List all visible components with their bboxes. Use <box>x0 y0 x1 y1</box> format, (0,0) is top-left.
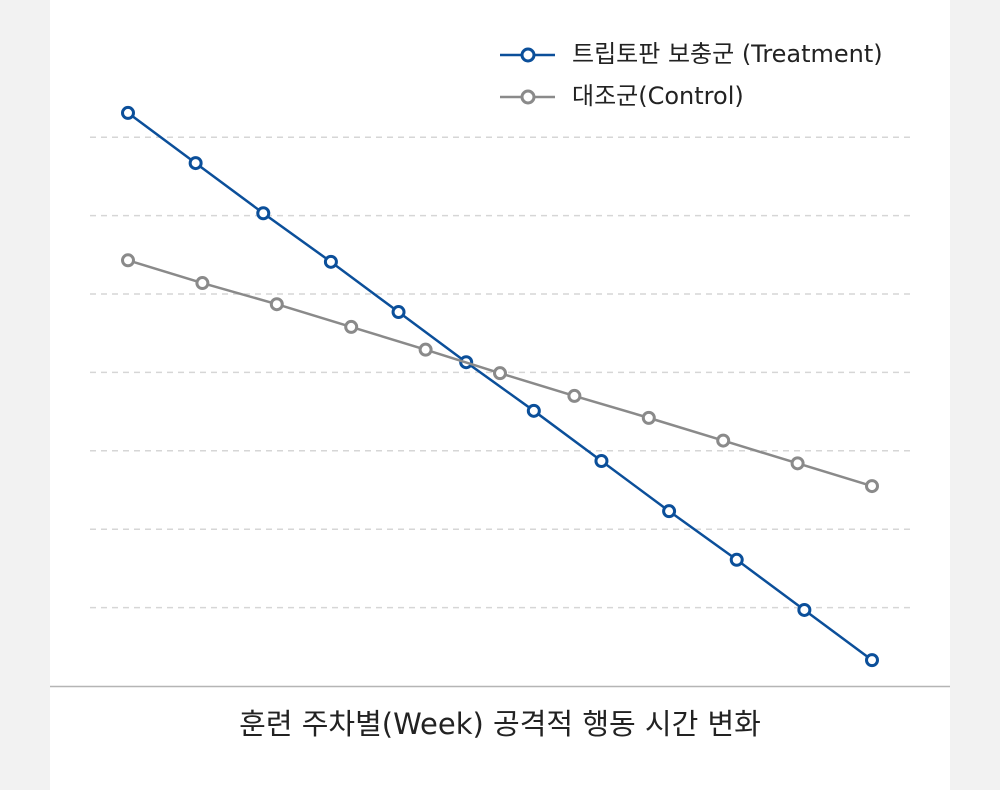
point <box>526 403 541 418</box>
chart-title: 훈련 주차별(Week) 공격적 행동 시간 변화 <box>239 707 761 741</box>
series-line <box>127 111 873 662</box>
legend-label: 트립토판 보충군 (Treatment) <box>572 40 883 68</box>
point <box>865 653 879 668</box>
point <box>641 410 656 425</box>
point <box>256 206 271 221</box>
point <box>865 479 879 494</box>
legend-marker <box>520 47 536 63</box>
point <box>188 156 203 171</box>
point <box>493 366 507 381</box>
point <box>418 342 433 357</box>
point <box>121 253 135 268</box>
point <box>567 388 582 403</box>
point <box>269 297 284 312</box>
legend-marker <box>520 89 536 105</box>
panel <box>50 0 950 790</box>
point <box>344 319 359 334</box>
point <box>594 453 609 468</box>
point <box>391 305 406 320</box>
point <box>662 504 677 519</box>
point <box>729 552 744 567</box>
point <box>716 433 731 448</box>
point <box>797 602 812 617</box>
point <box>790 456 805 471</box>
point <box>195 276 210 291</box>
point <box>323 254 338 269</box>
point <box>121 105 135 120</box>
legend-label: 대조군(Control) <box>572 82 744 110</box>
